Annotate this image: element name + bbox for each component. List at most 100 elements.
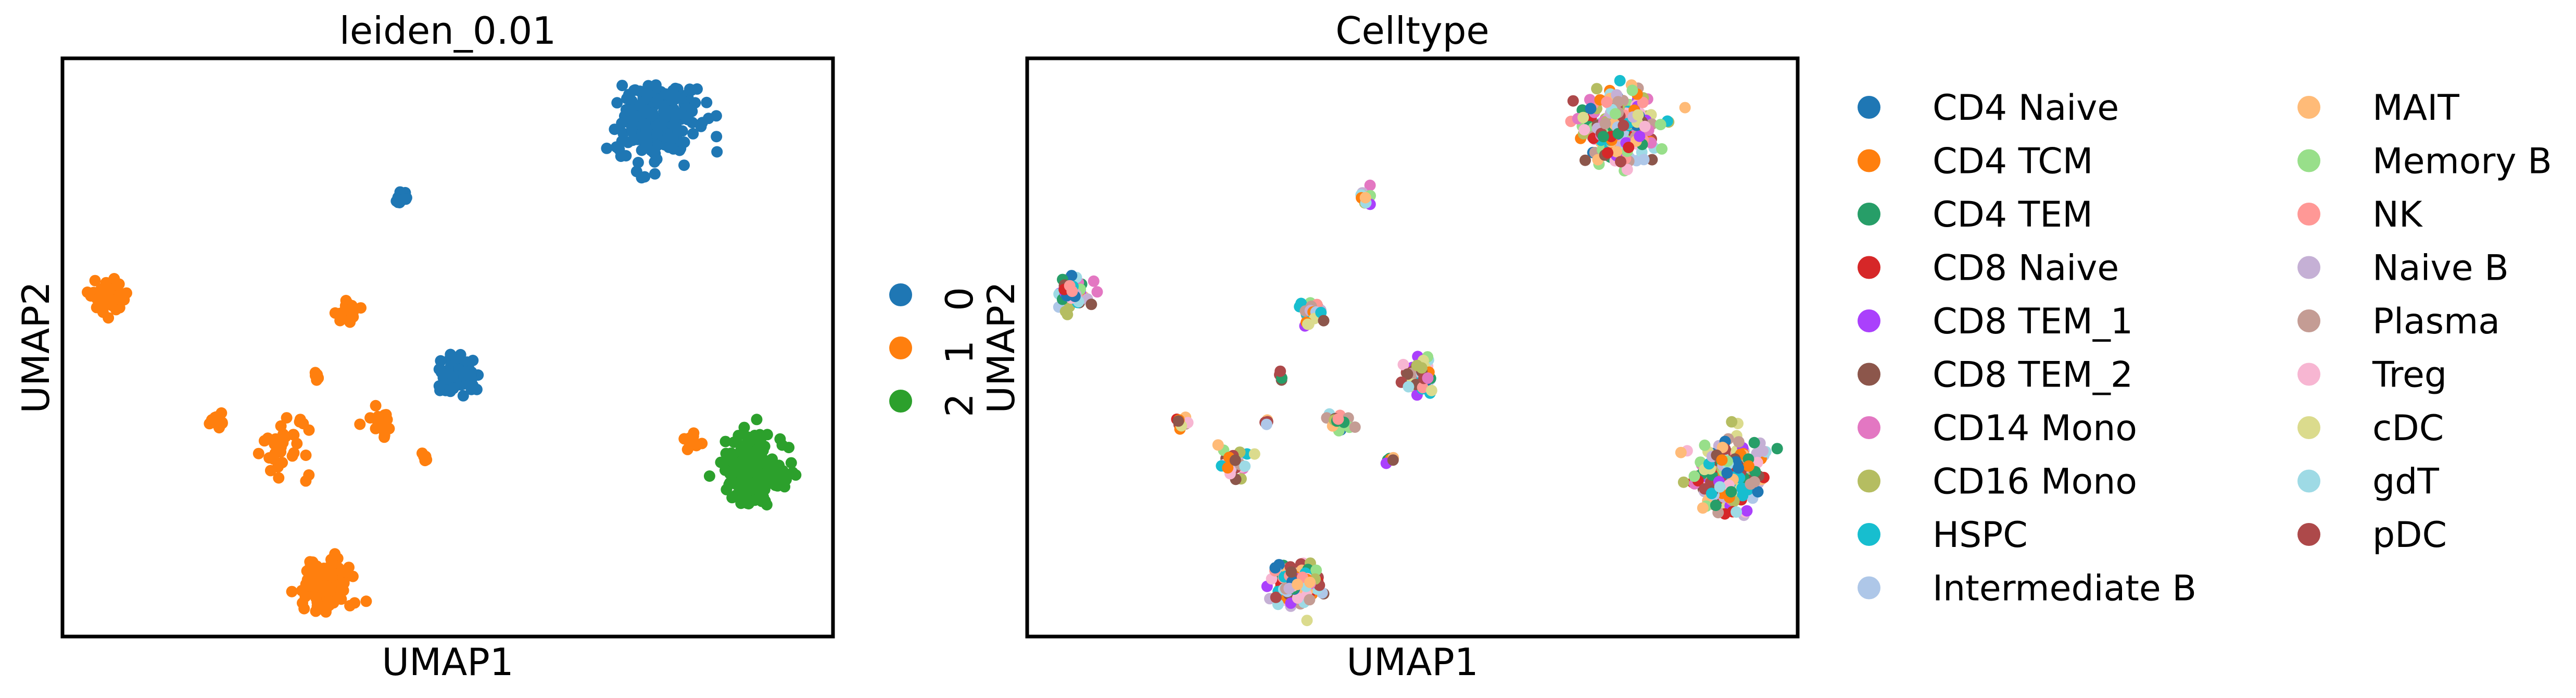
scatter-point — [1626, 84, 1638, 96]
scatter-point — [1318, 315, 1330, 327]
legend-label: Naive B — [2372, 248, 2509, 289]
legend-marker — [2297, 416, 2320, 439]
scatter-point — [1229, 454, 1241, 466]
scatter-point — [726, 492, 738, 504]
scatter-point — [1401, 368, 1413, 380]
scatter-point — [457, 390, 469, 402]
scatter-point — [1584, 94, 1596, 106]
scatter-point — [756, 491, 768, 503]
scatter-point — [93, 300, 105, 311]
scatter-point — [634, 99, 646, 111]
scatter-point — [277, 437, 289, 448]
scatter-point — [343, 562, 355, 574]
scatter-point — [291, 438, 303, 450]
legend-label: MAIT — [2372, 88, 2459, 129]
scatter-point — [1601, 96, 1613, 108]
scatter-point — [1269, 562, 1281, 574]
scatter-point — [288, 447, 300, 459]
scatter-points-leiden — [82, 79, 802, 618]
scatter-point — [310, 370, 321, 382]
legend-marker — [1858, 523, 1880, 546]
scatter-point — [601, 142, 613, 154]
scatter-point — [1304, 576, 1316, 588]
scatter-point — [108, 294, 120, 306]
scatter-point — [113, 278, 125, 290]
scatter-point — [623, 89, 635, 101]
scatter-point — [1579, 154, 1591, 166]
scatter-point — [281, 412, 293, 424]
scatter-point — [465, 369, 477, 381]
scatter-point — [783, 442, 795, 454]
legend-label: 1 — [938, 340, 981, 364]
legend-label: HSPC — [1933, 515, 2028, 556]
scatter-point — [467, 355, 479, 366]
scatter-point — [82, 286, 93, 298]
x-axis-label-celltype: UMAP1 — [1346, 640, 1478, 684]
scatter-point — [1088, 275, 1100, 287]
scatter-point — [634, 85, 646, 97]
legend-label: CD8 Naive — [1933, 248, 2119, 289]
plot-frame-celltype — [1025, 56, 1800, 639]
scatter-point — [645, 109, 657, 121]
scatter-point — [1064, 280, 1076, 292]
scatter-point — [1638, 154, 1650, 166]
scatter-point — [299, 591, 311, 603]
panel-leiden: leiden_0.01 UMAP1 UMAP2 0 1 2 — [14, 9, 981, 684]
scatter-point — [322, 595, 334, 607]
scatter-point — [326, 555, 338, 567]
scatter-point — [1609, 108, 1621, 120]
scatter-point — [89, 275, 101, 286]
legend-marker — [1858, 96, 1880, 119]
legend-label: CD4 Naive — [1933, 88, 2119, 129]
scatter-point — [1066, 270, 1078, 282]
chart-title-leiden: leiden_0.01 — [339, 9, 556, 53]
scatter-point — [1292, 592, 1304, 604]
scatter-point — [621, 104, 633, 116]
scatter-point — [1349, 421, 1361, 433]
scatter-point — [686, 84, 698, 96]
legend-label: 0 — [938, 287, 981, 311]
scatter-point — [1285, 566, 1297, 578]
scatter-point — [1733, 462, 1745, 474]
scatter-point — [731, 466, 743, 478]
scatter-point — [1646, 154, 1658, 166]
legend-marker — [2297, 363, 2320, 386]
legend-marker — [2297, 256, 2320, 279]
scatter-point — [360, 595, 372, 607]
scatter-point — [1614, 74, 1626, 86]
legend-marker — [1858, 576, 1880, 600]
scatter-point — [1615, 156, 1626, 168]
legend-label: NK — [2372, 194, 2423, 235]
scatter-point — [742, 431, 753, 443]
scatter-point — [1599, 118, 1611, 130]
scatter-point — [711, 131, 723, 143]
scatter-point — [400, 193, 412, 205]
scatter-point — [687, 128, 699, 140]
scatter-point — [1697, 502, 1709, 514]
scatter-point — [1621, 164, 1633, 176]
scatter-point — [1364, 179, 1376, 191]
scatter-point — [1091, 286, 1103, 298]
scatter-point — [672, 126, 684, 137]
legend-marker — [889, 283, 912, 306]
scatter-point — [347, 570, 359, 582]
legend-label: CD4 TEM — [1933, 194, 2093, 235]
scatter-point — [1612, 128, 1624, 140]
legend-celltype: CD4 Naive CD4 TCM CD4 TEM CD8 Naive CD8 TEM_… — [1858, 88, 2552, 609]
scatter-point — [1612, 96, 1624, 108]
legend-label: 2 — [938, 393, 981, 417]
scatter-point — [1706, 488, 1718, 500]
scatter-point — [1618, 119, 1630, 131]
legend-marker — [1858, 469, 1880, 493]
scatter-point — [329, 307, 341, 319]
scatter-point — [99, 288, 111, 299]
legend-marker — [889, 390, 912, 413]
scatter-point — [275, 420, 287, 432]
scatter-point — [1085, 298, 1097, 310]
scatter-point — [1655, 119, 1666, 131]
scatter-point — [1748, 476, 1760, 488]
scatter-point — [252, 447, 264, 459]
scatter-point — [1752, 486, 1764, 498]
scatter-point — [1577, 111, 1589, 123]
